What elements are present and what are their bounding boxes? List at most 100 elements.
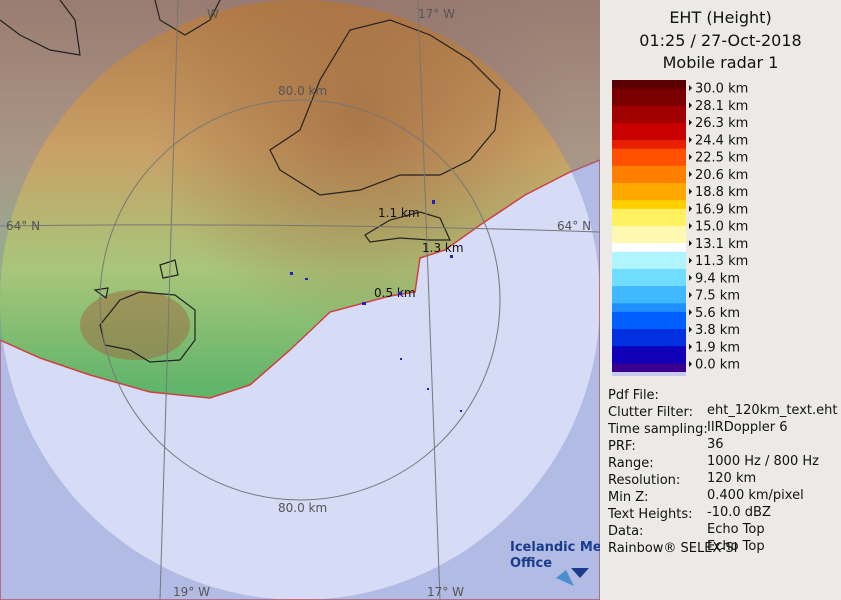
range-label: 80.0 km [278, 501, 327, 515]
legend-tick [689, 223, 692, 229]
info-key: Resolution: [608, 473, 681, 488]
info-key: Pdf File: [608, 388, 659, 403]
meridian-label: W [207, 7, 219, 21]
info-key: Range: [608, 456, 654, 471]
info-key: Text Heights: [608, 507, 693, 522]
graticule [0, 0, 600, 600]
legend-label: 26.3 km [695, 116, 748, 131]
meridian-label: 19° W [173, 585, 210, 599]
legend-band [612, 372, 686, 376]
legend-band [612, 311, 686, 321]
meridian-label: 17° W [418, 7, 455, 21]
legend-label: 15.0 km [695, 220, 748, 235]
legend-tick [689, 154, 692, 160]
legend-band [612, 234, 686, 244]
legend-band [612, 88, 686, 98]
info-value: 120 km [707, 471, 757, 486]
info-value: IIRDoppler 6 [707, 420, 788, 435]
legend-band [612, 217, 686, 227]
info-value: 36 [707, 437, 724, 452]
legend-label: 22.5 km [695, 151, 748, 166]
info-row: Min Z: -10.0 dBZ [608, 490, 771, 520]
legend-label: 28.1 km [695, 99, 748, 114]
side-panel: EHT (Height) 01:25 / 27-Oct-2018 Mobile … [600, 0, 841, 600]
legend-tick [689, 309, 692, 316]
legend-band [612, 277, 686, 287]
height-label: 1.1 km [378, 206, 420, 220]
out-of-range [0, 0, 600, 600]
legend-band [612, 243, 686, 253]
info-row: Text Heights: Echo Top [608, 507, 765, 537]
meridian-label: 17° W [427, 585, 464, 599]
legend-band [612, 183, 686, 193]
legend-tick [689, 102, 692, 109]
legend-tick [689, 205, 692, 212]
legend-band [612, 191, 686, 201]
logo-text: Icelandic Met [510, 540, 600, 555]
legend-label: 20.6 km [695, 168, 748, 183]
legend-band [612, 174, 686, 184]
legend-label: 0.0 km [695, 358, 740, 373]
legend-label: 30.0 km [695, 82, 748, 97]
legend-tick [689, 188, 692, 195]
legend-band [612, 105, 686, 115]
legend-label: 3.8 km [695, 323, 740, 338]
echoes [290, 200, 462, 412]
legend-tick [689, 257, 692, 264]
info-row: Time sampling: 36 [608, 422, 724, 452]
footer: Rainbow® SELEX-SI [608, 541, 738, 556]
legend-label: 24.4 km [695, 133, 748, 148]
legend-tick [689, 240, 692, 247]
legend-label: 13.1 km [695, 237, 748, 252]
height-label: 0.5 km [374, 286, 416, 300]
legend-band [612, 148, 686, 158]
legend-tick [689, 171, 692, 178]
radar-map: W 17° W 80.0 km 80.0 km 64° N 64° N 19° … [0, 0, 600, 600]
parallel-label: 64° N [557, 219, 591, 233]
info-value: -10.0 dBZ [707, 505, 771, 520]
info-key: Data: [608, 524, 644, 539]
parallel-label: 64° N [6, 219, 40, 233]
legend-band [612, 363, 686, 373]
info-row: Range: 120 km [608, 456, 756, 486]
legend-band [612, 200, 686, 210]
legend-band [612, 260, 686, 270]
info-key: PRF: [608, 439, 636, 454]
logo-mark [556, 568, 589, 586]
legend-tick [689, 136, 692, 143]
legend-label: 18.8 km [695, 185, 748, 200]
legend-band [612, 208, 686, 218]
legend-tick [689, 292, 692, 298]
legend-band [612, 286, 686, 296]
legend-band [612, 329, 686, 339]
info-row: PRF: 1000 Hz / 800 Hz [608, 439, 819, 469]
legend-tick [689, 85, 692, 91]
legend-band [612, 140, 686, 150]
legend-band [612, 97, 686, 107]
legend-label: 9.4 km [695, 271, 740, 286]
legend-label: 7.5 km [695, 289, 740, 304]
legend-tick [689, 326, 692, 333]
legend-tick [689, 274, 692, 281]
info-value: Echo Top [707, 522, 765, 537]
info-key: Clutter Filter: [608, 405, 693, 420]
info-row: Clutter Filter: IIRDoppler 6 [608, 405, 788, 435]
info-value: 0.400 km/pixel [707, 488, 804, 503]
legend-band [612, 303, 686, 313]
info-key: Time sampling: [608, 422, 708, 437]
legend-label: 1.9 km [695, 340, 740, 355]
legend-tick [689, 361, 692, 367]
legend-band [612, 114, 686, 124]
logo-text: Office [510, 556, 552, 571]
legend-label: 11.3 km [695, 254, 748, 269]
info-row: Data: Echo Top [608, 524, 765, 554]
info-row: Resolution: 0.400 km/pixel [608, 473, 804, 503]
legend-band [612, 80, 686, 90]
legend-band [612, 131, 686, 141]
legend-band [612, 337, 686, 347]
info-value: eht_120km_text.eht [707, 403, 838, 418]
height-label: 1.3 km [422, 241, 464, 255]
legend-band [612, 294, 686, 304]
sea [0, 159, 600, 600]
